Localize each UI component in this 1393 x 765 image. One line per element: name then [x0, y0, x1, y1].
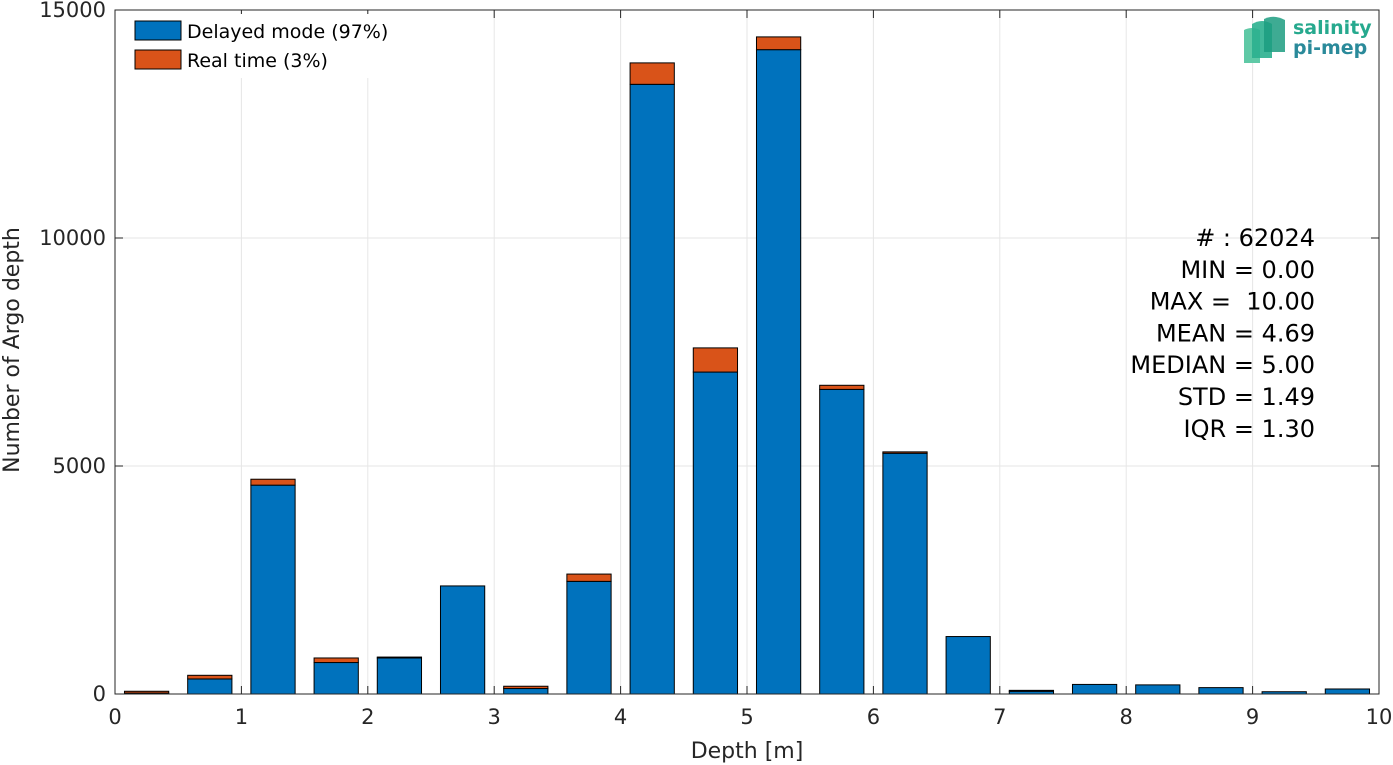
bar-real-time: [629, 62, 675, 85]
bar-delayed-mode: [629, 83, 675, 695]
bar-delayed-mode: [187, 678, 233, 695]
x-tick-label: 0: [108, 705, 121, 729]
bar-delayed-mode: [692, 371, 739, 695]
bar-real-time: [187, 674, 233, 680]
bar-real-time: [250, 478, 296, 486]
bar-real-time: [313, 657, 359, 664]
bar-delayed-mode: [250, 484, 296, 695]
bar-real-time: [1008, 689, 1055, 692]
bar-real-time: [376, 656, 423, 659]
bar-delayed-mode: [882, 452, 928, 695]
bar-real-time: [882, 451, 928, 454]
x-axis-title: Depth [m]: [691, 739, 804, 764]
legend-label-delayed-mode: Delayed mode (97%): [187, 21, 388, 43]
wave-logo-icon: [1244, 16, 1285, 63]
y-tick-label: 10000: [39, 226, 106, 250]
x-tick-label: 8: [1120, 705, 1133, 729]
x-tick-label: 4: [614, 705, 627, 729]
x-tick-label: 10: [1366, 705, 1393, 729]
stat-line: STD = 1.49: [1178, 383, 1315, 411]
stat-line: MEDIAN = 5.00: [1130, 351, 1315, 379]
x-tick-label: 3: [488, 705, 501, 729]
stat-line: # : 62024: [1195, 224, 1315, 252]
y-axis-title: Number of Argo depth: [0, 227, 25, 473]
legend-label-real-time: Real time (3%): [187, 50, 328, 72]
x-tick-label: 9: [1246, 705, 1259, 729]
bar-delayed-mode: [313, 662, 359, 695]
bar-delayed-mode: [1324, 688, 1371, 695]
bar-real-time: [692, 347, 739, 373]
bar-real-time: [566, 573, 612, 582]
bars: [123, 36, 1371, 695]
bar-delayed-mode: [755, 49, 802, 695]
y-tick-label: 5000: [53, 454, 106, 478]
bar-delayed-mode: [376, 657, 423, 695]
legend-swatch-delayed-mode: [134, 20, 182, 41]
logo-line-2: pi-mep: [1293, 37, 1367, 59]
y-tick-labels: 0 5000 10000 15000: [39, 0, 106, 706]
bar-delayed-mode: [439, 585, 486, 695]
bar-delayed-mode: [1198, 687, 1244, 695]
legend-swatch-real-time: [134, 49, 182, 70]
x-tick-label: 7: [993, 705, 1006, 729]
y-tick-label: 0: [93, 682, 106, 706]
bar-delayed-mode: [945, 636, 991, 695]
bar-real-time: [503, 685, 549, 690]
bar-real-time: [819, 384, 865, 390]
x-tick-label: 2: [361, 705, 374, 729]
x-tick-label: 6: [867, 705, 880, 729]
x-tick-label: 5: [740, 705, 753, 729]
bar-delayed-mode: [566, 580, 612, 695]
legend: Delayed mode (97%) Real time (3%): [127, 14, 427, 78]
bar-delayed-mode: [1135, 684, 1181, 695]
stat-line: MIN = 0.00: [1180, 256, 1315, 284]
salinity-pi-mep-logo: salinity pi-mep: [1244, 16, 1372, 63]
bar-delayed-mode: [819, 388, 865, 695]
stat-line: IQR = 1.30: [1184, 415, 1315, 443]
bar-real-time: [755, 36, 802, 51]
bar-delayed-mode: [503, 688, 549, 695]
ticks: [114, 9, 1380, 695]
x-tick-labels: 0 1 2 3 4 5 6 7 8 9 10: [108, 705, 1392, 729]
stat-line: MEAN = 4.69: [1156, 319, 1315, 347]
stats-box: # : 62024 MIN = 0.00 MAX = 10.00 MEAN = 4.6…: [1130, 224, 1315, 443]
logo-line-1: salinity: [1293, 17, 1372, 39]
stat-line: MAX = 10.00: [1150, 288, 1315, 316]
bar-delayed-mode: [1071, 683, 1118, 695]
y-tick-label: 15000: [39, 0, 106, 22]
x-tick-label: 1: [235, 705, 248, 729]
bar-real-time: [123, 690, 170, 694]
